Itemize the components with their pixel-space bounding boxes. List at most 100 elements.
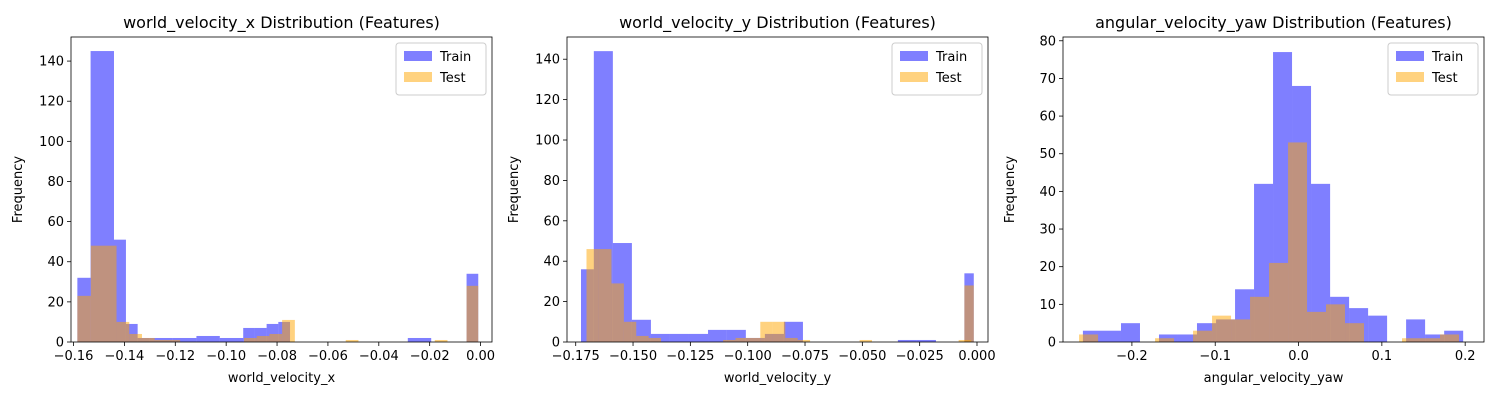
x-tick-label: −0.02 [410, 349, 450, 364]
histogram-bar [172, 337, 197, 342]
y-tick-label: 30 [1039, 223, 1056, 238]
legend-swatch-test [900, 72, 928, 82]
y-tick-label: 60 [1039, 110, 1056, 125]
x-tick-label: −0.100 [724, 349, 772, 364]
y-axis-label: Frequency [1003, 156, 1018, 223]
y-tick-label: 60 [543, 214, 560, 229]
histogram-bar [90, 245, 117, 342]
x-tick-label: −0.06 [308, 349, 348, 364]
x-tick-label: 0.0 [1288, 349, 1309, 364]
y-tick-label: 80 [1039, 34, 1056, 49]
x-tick-label: −0.1 [1199, 349, 1231, 364]
histogram-bar [141, 337, 155, 342]
histogram-bar [747, 337, 761, 342]
histogram-bar [760, 321, 773, 342]
histogram-bar [345, 339, 359, 342]
histogram-bar [77, 295, 91, 342]
histogram-bar [116, 321, 130, 342]
histogram-bar [167, 339, 181, 342]
histogram-bar [269, 333, 283, 342]
histogram-bar [648, 337, 662, 342]
histogram-bar [125, 323, 138, 342]
legend-swatch-test [1396, 72, 1424, 82]
histogram-bar [1288, 142, 1308, 342]
histogram-bar [783, 321, 803, 342]
y-tick-label: 60 [47, 215, 64, 230]
y-tick-label: 40 [47, 255, 64, 270]
histogram-bar [623, 321, 637, 342]
x-tick-label: −0.10 [206, 349, 246, 364]
y-tick-label: 120 [535, 93, 560, 108]
y-tick-label: 0 [56, 336, 64, 351]
x-tick-label: 0.2 [1455, 349, 1476, 364]
y-axis-label: Frequency [507, 156, 522, 223]
x-axis-label: world_velocity_x [228, 371, 336, 386]
x-tick-label: 0.1 [1372, 349, 1393, 364]
histogram-bar [1440, 334, 1460, 342]
histogram-bar [636, 335, 649, 342]
legend-swatch-train [1396, 51, 1424, 61]
histogram-bar [1307, 311, 1327, 342]
y-tick-label: 20 [1039, 260, 1056, 275]
histogram-bar [266, 323, 279, 342]
legend-label-test: Test [1431, 71, 1458, 86]
x-tick-label: 0.000 [958, 349, 995, 364]
histogram-bar [1406, 319, 1426, 342]
chart-panel-1: −0.16 −0.14 −0.12 −0.10 −0.08 −0.06 −0.04 −0.02… [11, 13, 495, 386]
histogram-bar [256, 335, 270, 342]
axes-frame [70, 36, 493, 343]
x-axis-label: angular_velocity_yaw [1204, 371, 1344, 386]
legend-label-train: Train [439, 50, 471, 65]
y-tick-label: 80 [47, 175, 64, 190]
histogram-bar [1402, 338, 1422, 342]
x-tick-label: 0.00 [466, 349, 495, 364]
legend: Train Test [891, 42, 983, 96]
legend-swatch-train [404, 51, 432, 61]
histogram-bar [282, 319, 295, 342]
histogram-bar [797, 339, 811, 342]
histogram-bar [916, 339, 936, 342]
y-tick-label: 50 [1039, 147, 1056, 162]
histogram-bar [1193, 330, 1213, 342]
x-tick-label: −0.12 [155, 349, 195, 364]
series-test [77, 245, 479, 342]
y-tick-label: 20 [47, 295, 64, 310]
histogram-bar [407, 337, 432, 342]
x-tick-label: −0.2 [1116, 349, 1148, 364]
y-tick-label: 20 [543, 295, 560, 310]
histogram-bar [243, 337, 257, 342]
histogram-bar [1345, 323, 1365, 342]
histogram-bar [1120, 323, 1140, 342]
histogram-bar [964, 285, 974, 342]
x-tick-label: −0.075 [781, 349, 829, 364]
legend-label-train: Train [1431, 50, 1463, 65]
chart-panel-3: −0.2 −0.1 0.0 0.1 0.2 0 10 20 30 40 50 60 70 80 angula… [1003, 13, 1485, 386]
x-tick-label: −0.125 [666, 349, 714, 364]
x-tick-label: −0.14 [104, 349, 144, 364]
y-tick-label: 140 [39, 55, 64, 70]
histogram-bar [254, 327, 267, 342]
y-tick-label: 80 [543, 174, 560, 189]
histogram-bar [466, 285, 479, 342]
y-tick-label: 10 [1039, 298, 1056, 313]
y-tick-label: 0 [552, 336, 560, 351]
histogram-bar [1368, 315, 1388, 342]
histogram-bar [243, 327, 255, 342]
legend-swatch-test [404, 72, 432, 82]
x-tick-label: −0.150 [609, 349, 657, 364]
histogram-bar [586, 249, 599, 342]
legend-label-train: Train [935, 50, 967, 65]
histogram-bar [1177, 334, 1197, 342]
histogram-bar [1155, 338, 1175, 342]
legend: Train Test [1387, 42, 1479, 96]
histogram-bar [129, 333, 142, 342]
legend-label-test: Test [935, 71, 962, 86]
y-tick-label: 120 [39, 95, 64, 110]
histogram-bar [1311, 183, 1331, 342]
legend: Train Test [395, 42, 487, 96]
histogram-bar [598, 249, 612, 342]
histogram-bar [708, 329, 727, 342]
series-test [1079, 142, 1460, 342]
histogram-bar [859, 339, 872, 342]
